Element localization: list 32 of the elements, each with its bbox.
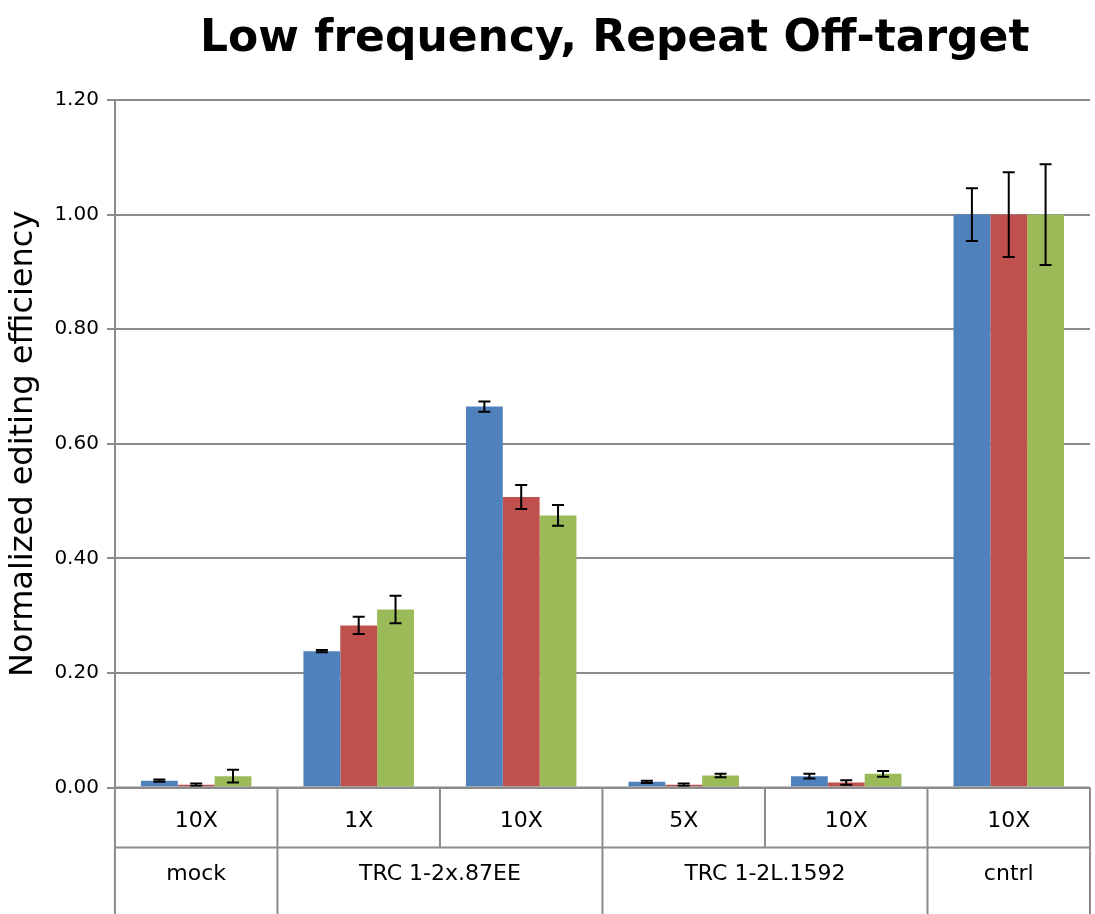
text: TRC 1-2L.1592 — [683, 860, 846, 886]
y-tick-label: 1.20 — [54, 86, 99, 111]
bar — [702, 775, 739, 787]
x-tick-label: 10X — [174, 806, 218, 832]
x-tick-label: 10X — [987, 806, 1031, 832]
bar — [790, 776, 828, 787]
bar — [377, 609, 414, 787]
bar — [465, 406, 503, 787]
x-tick-label: 10X — [499, 806, 543, 832]
y-tick-label: 0.00 — [54, 773, 99, 798]
y-axis-title: Normalized editing efficiency — [1, 210, 40, 677]
y-tick-label: 0.60 — [54, 430, 99, 454]
bar — [1027, 214, 1064, 787]
bar — [303, 651, 341, 787]
y-tick-label: 0.40 — [54, 544, 99, 569]
bar — [502, 497, 540, 787]
bar — [214, 776, 252, 787]
y-tick-label: 1.00 — [54, 200, 99, 225]
text: cntrl — [983, 860, 1034, 886]
x-tick-label: 10X — [824, 806, 868, 832]
bar — [990, 214, 1028, 787]
y-tick-label: 0.80 — [54, 315, 99, 340]
bar — [953, 214, 991, 787]
bar — [539, 515, 577, 787]
bar — [864, 773, 902, 787]
x-tick-label: 1X — [344, 806, 374, 832]
text: TRC 1-2x.87EE — [358, 860, 521, 886]
chart-title: Low frequency, Repeat Off-target — [199, 10, 1031, 63]
bar — [340, 625, 378, 787]
text: mock — [166, 860, 227, 886]
y-tick-label: 0.20 — [54, 659, 99, 684]
x-tick-label: 5X — [669, 806, 699, 832]
